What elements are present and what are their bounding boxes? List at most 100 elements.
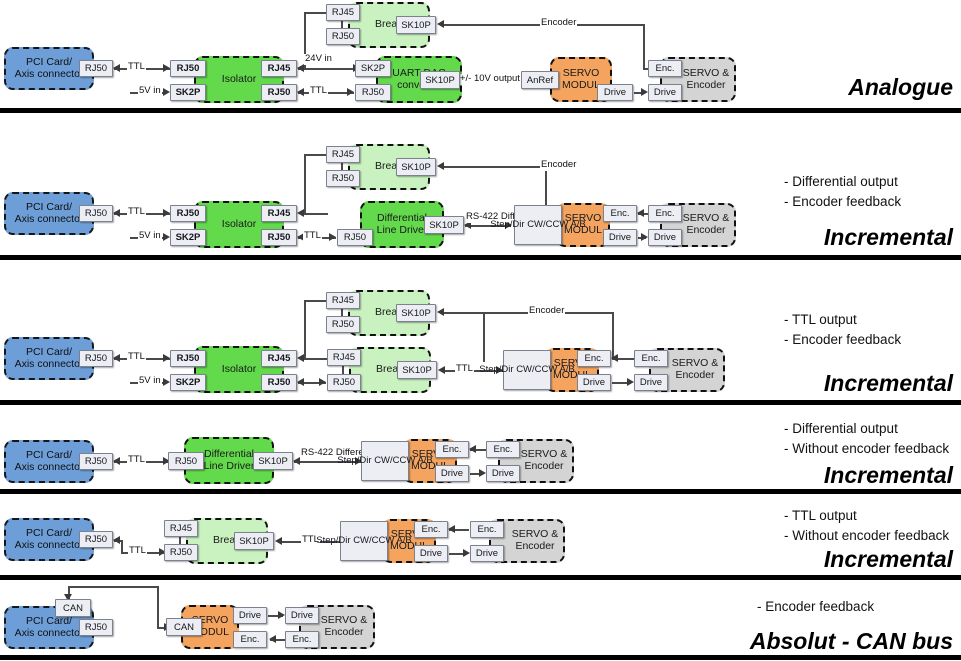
pin-can-r6-servo: CAN [166, 618, 202, 636]
pin-rj50-r2-breakout: RJ50 [326, 170, 360, 187]
arrow-r4-rs422-left [293, 457, 300, 465]
wire-r4-drive [470, 473, 483, 475]
pin-drive-r5-motor: Drive [470, 545, 504, 562]
label-r3-encoder: Encoder [528, 305, 566, 317]
wire-r5-enc-link [449, 529, 469, 531]
block-pci-card-r5: PCI Card/ Axis connector [4, 518, 94, 561]
arrow-r2-ttl1-left [113, 209, 120, 217]
category-label-r2: Incremental [823, 224, 953, 250]
category-label-r5: Incremental [823, 546, 953, 572]
row-separator-2 [0, 255, 961, 260]
arrow-r5-ttl-right [159, 548, 166, 556]
pin-drive-r1-servo: Drive [597, 84, 633, 101]
wire-r3-breakout-top-pins [341, 305, 343, 321]
wire-r5-ttl-v [121, 540, 123, 553]
wire-r3-up-v [304, 301, 306, 359]
pin-rj45-r5-breakout: RJ45 [164, 520, 198, 537]
arrow-r3-ttl2-left [438, 366, 445, 374]
wire-r1-24v-v [304, 13, 306, 69]
pin-drive-r3-servo: Drive [577, 374, 611, 391]
label-r1-analog-out: +/- 10V output [459, 73, 521, 85]
pin-rj50-r1-pci: RJ50 [79, 60, 113, 77]
category-label-r6: Absolut - CAN bus [749, 628, 953, 654]
label-r4-rs422: RS-422 Differential [300, 447, 382, 459]
pin-drive-r2-motor: Drive [648, 229, 682, 246]
label-r1-5v: 5V in [138, 85, 162, 97]
wire-r2-encoder-v [545, 166, 547, 216]
wire-r6-can-v2 [157, 586, 159, 628]
pin-rj50-r4-dld-in: RJ50 [168, 452, 204, 470]
arrow-r3-ttl1-right [163, 354, 170, 362]
arrow-r4-drive [479, 469, 486, 477]
arrow-r6-enc [269, 635, 276, 643]
bullets-r4: - Differential output - Without encoder … [784, 421, 950, 456]
pin-rj50-r1-iso-out2: RJ50 [261, 84, 297, 101]
wire-r1-drive [634, 92, 645, 94]
pin-sk10p-r5-breakout: SK10P [234, 532, 274, 550]
pin-sk10p-r2-dld-out: SK10P [424, 216, 464, 234]
wire-r6-can-down [68, 586, 70, 599]
arrow-r1-24v-left [297, 64, 304, 72]
arrow-r3-up-left [297, 354, 304, 362]
arrow-r1-ttl1-left [113, 64, 120, 72]
pin-rj45-r1-breakout: RJ45 [326, 4, 360, 21]
pin-enc-r3-servo: Enc. [577, 350, 611, 367]
wire-r2-up-v [304, 155, 306, 214]
wire-r3-iso-bo [298, 382, 326, 384]
pin-drive-r6-motor: Drive [285, 607, 319, 624]
pin-drive-r4-motor: Drive [486, 465, 520, 482]
wire-r1-encoder-v [643, 24, 645, 69]
pin-enc-r2-servo: Enc. [603, 205, 637, 222]
bullets-r5: - TTL output - Without encoder feedback [784, 508, 950, 543]
pin-drive-r3-motor: Drive [634, 374, 668, 391]
arrow-r2-rs422-right [505, 221, 512, 229]
label-r5-ttl2: TTL [301, 534, 320, 546]
pin-rj50-r1-breakout: RJ50 [326, 28, 360, 45]
wire-r3-up-h [304, 358, 328, 360]
arrow-r4-ttl-right [163, 457, 170, 465]
pin-drive-r6-servo: Drive [233, 607, 267, 624]
arrow-r3-encoder [437, 308, 444, 316]
arrow-r2-ttl2-left [297, 233, 304, 241]
pin-enc-r1-motor: Enc. [648, 60, 682, 77]
pin-rj50-r3-breakout-bot: RJ50 [327, 374, 361, 391]
pin-rj50-r3-iso-in: RJ50 [170, 350, 206, 367]
arrow-r1-drive [641, 88, 648, 96]
pin-sk10p-r3-breakout-top: SK10P [396, 304, 436, 322]
pin-stepdir-r2: Step/Dir CW/CCW A/B [490, 205, 586, 245]
pin-drive-r1-motor: Drive [648, 84, 682, 101]
label-r1-24v: 24V in [304, 53, 333, 65]
arrow-r3-iso-bo-left [297, 378, 304, 386]
arrow-r5-ttl-left [113, 536, 120, 544]
wire-r4-enc-link [470, 449, 486, 451]
pin-rj50-r3-pci: RJ50 [79, 350, 113, 367]
pin-rj50-r2-pci: RJ50 [79, 205, 113, 222]
arrow-r1-ttl2-left [297, 88, 304, 96]
label-r1-ttl1: TTL [127, 61, 146, 73]
label-r5-ttl1: TTL [128, 545, 147, 557]
pin-rj45-r3-iso-out: RJ45 [261, 350, 297, 367]
pin-rj50-r6-pci: RJ50 [79, 619, 113, 636]
wire-r4-rs422 [294, 461, 360, 463]
pin-sk2p-r1-uart: SK2P [355, 60, 391, 77]
pin-enc-r5-servo: Enc. [414, 521, 448, 538]
row-separator-5 [0, 575, 961, 580]
row-separator-1 [0, 108, 961, 113]
label-r1-ttl2: TTL [309, 85, 328, 97]
pin-stepdir-r3: Step/Dir CW/CCW A/B [479, 350, 575, 390]
pin-rj45-r2-iso-out: RJ45 [261, 205, 297, 222]
bullets-r2: - Differential output - Encoder feedback [784, 174, 902, 209]
arrow-r4-enc-link [469, 445, 476, 453]
arrow-r1-ttl2-right [347, 88, 354, 96]
wire-r2-encoder-h [444, 166, 546, 168]
pin-rj50-r1-uart: RJ50 [355, 84, 391, 101]
wire-r6-can-top [68, 586, 158, 588]
label-r2-rs422: RS-422 Differential [465, 211, 547, 223]
arrow-r2-drive [641, 233, 648, 241]
pin-enc-r4-servo: Enc. [435, 441, 469, 458]
wire-r3-drive [612, 382, 631, 384]
label-r4-ttl: TTL [127, 454, 146, 466]
pin-rj50-r4-pci: RJ50 [79, 453, 113, 470]
pin-rj45-r3-breakout-bot: RJ45 [327, 349, 361, 366]
